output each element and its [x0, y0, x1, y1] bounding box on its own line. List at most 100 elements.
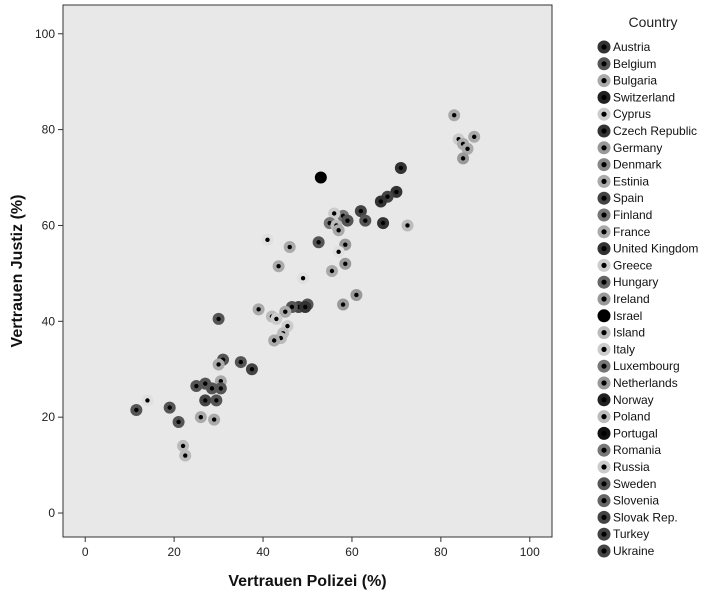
legend-marker-center — [601, 229, 607, 235]
data-point-center — [336, 228, 341, 233]
data-point-center — [398, 165, 404, 171]
legend-item: Cyprus — [597, 107, 651, 121]
y-axis-title: Vertrauen Justiz (%) — [9, 195, 26, 348]
legend-item: Slovenia — [597, 494, 659, 508]
legend-marker-center — [601, 212, 607, 218]
legend-item: Italy — [597, 342, 635, 356]
legend-marker-center — [601, 346, 607, 352]
data-point-center — [285, 323, 290, 329]
legend-label: Bulgaria — [613, 74, 657, 88]
legend-label: Czech Republic — [613, 124, 697, 138]
data-point-center — [271, 338, 277, 343]
data-point — [337, 298, 350, 311]
data-point — [339, 257, 352, 270]
legend-label: Ukraine — [613, 544, 655, 558]
data-point-center — [183, 453, 188, 458]
legend-label: Austria — [613, 40, 651, 54]
data-point-center — [289, 304, 295, 310]
legend-marker-center — [601, 330, 607, 336]
legend-marker-center — [601, 78, 607, 84]
data-point-center — [345, 218, 350, 223]
data-point — [341, 214, 354, 227]
data-point-center — [363, 218, 368, 223]
data-point — [234, 356, 247, 369]
data-point-center — [145, 398, 150, 403]
y-tick-label: 100 — [35, 27, 55, 41]
data-point-center — [194, 383, 199, 389]
legend-label: Russia — [613, 460, 650, 474]
legend-marker-center — [601, 514, 607, 521]
legend-item: Greece — [597, 258, 653, 272]
legend-marker-center — [601, 246, 607, 252]
data-point — [268, 334, 281, 347]
data-point-center — [216, 316, 221, 322]
data-point — [468, 130, 481, 143]
data-point — [374, 195, 387, 208]
data-point-center — [300, 275, 306, 281]
data-point — [141, 394, 154, 407]
data-point-center — [218, 386, 224, 391]
legend-marker-center — [601, 380, 607, 386]
data-point — [457, 152, 470, 165]
legend-label: Switzerland — [613, 90, 675, 104]
data-point — [332, 245, 345, 258]
x-tick-label: 40 — [256, 545, 270, 559]
legend-marker-center — [601, 548, 607, 554]
legend-label: Estinia — [613, 174, 649, 188]
y-tick-label: 0 — [48, 506, 55, 520]
data-point — [279, 305, 292, 318]
legend-label: Ireland — [613, 292, 650, 306]
legend-item: Estinia — [597, 174, 649, 188]
data-point-center — [211, 417, 217, 422]
legend: Austria Belgium Bulgaria Switzerland Cyprus C… — [597, 40, 698, 558]
legend-marker-center — [601, 61, 607, 67]
data-point — [401, 219, 414, 232]
data-point — [212, 358, 225, 371]
data-point — [172, 415, 185, 428]
data-point — [252, 303, 265, 316]
data-point — [325, 265, 338, 277]
legend-label: Island — [613, 326, 645, 340]
legend-marker-center — [601, 178, 607, 184]
legend-label: Finland — [613, 208, 652, 222]
data-point-center — [452, 113, 457, 118]
legend-label: Norway — [613, 393, 654, 407]
legend-item: Romania — [597, 443, 661, 457]
data-point-center — [238, 359, 244, 365]
x-tick-label: 60 — [345, 545, 359, 559]
data-point — [461, 142, 474, 155]
data-point-center — [203, 381, 208, 386]
legend-marker-center — [601, 296, 607, 302]
y-tick-label: 60 — [42, 218, 56, 232]
data-point-center — [303, 304, 308, 310]
legend-label: Poland — [613, 410, 650, 424]
legend-item: Poland — [597, 410, 650, 424]
legend-marker-center — [601, 363, 607, 369]
data-point — [208, 413, 221, 426]
data-point-center — [203, 398, 208, 403]
legend-marker-center — [601, 447, 607, 453]
data-point-center — [256, 307, 261, 312]
legend-label: Belgium — [613, 57, 656, 71]
legend-marker-center — [601, 430, 607, 436]
data-points — [130, 109, 481, 462]
data-point — [179, 449, 192, 462]
legend-marker-center — [601, 498, 607, 504]
data-point-center — [216, 362, 221, 367]
legend-label: France — [613, 225, 651, 239]
data-point-center — [214, 398, 219, 403]
legend-title: Country — [628, 14, 677, 30]
legend-marker-center — [601, 481, 607, 487]
legend-item: Portugal — [597, 426, 658, 440]
x-axis-title: Vertrauen Polizei (%) — [228, 573, 386, 590]
legend-marker-center — [601, 94, 607, 100]
data-point — [272, 260, 285, 273]
legend-item: Turkey — [597, 527, 649, 541]
data-point-center — [465, 146, 470, 151]
data-point — [312, 236, 325, 249]
x-tick-label: 20 — [167, 545, 181, 559]
legend-marker-center — [601, 313, 607, 319]
data-point-center — [343, 242, 348, 247]
data-point-center — [209, 386, 215, 391]
data-point-center — [316, 240, 321, 245]
